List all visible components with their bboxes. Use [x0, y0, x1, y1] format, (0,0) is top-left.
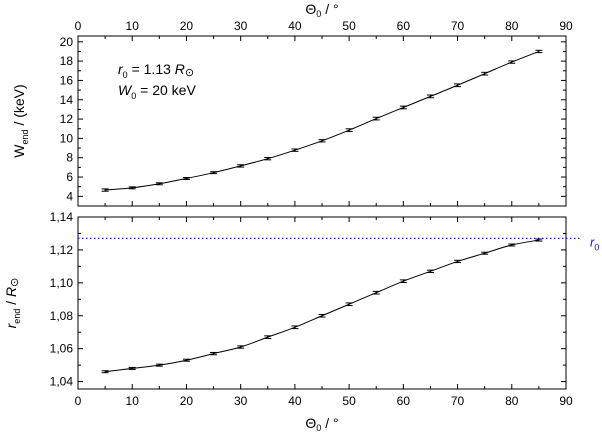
y-tick-label: 8: [66, 151, 73, 165]
bottom-panel-reference-line: r0: [78, 234, 599, 252]
error-bar: [101, 188, 109, 192]
error-bar: [345, 128, 353, 133]
error-bar: [535, 238, 543, 242]
error-bar: [508, 243, 516, 247]
bottom-panel-y-ticks: 1,04 1,06 1,08 1,10 1,12 1,14: [50, 210, 566, 389]
x-tick-label: 20: [180, 394, 194, 408]
error-bar: [101, 370, 109, 374]
error-bar: [210, 171, 218, 175]
error-bar: [264, 335, 272, 339]
error-bar: [182, 177, 190, 180]
top-panel: 0 10 20 30 40 50 60 70 80 90 4 6 8 10 12 14 16 18 20 r0 =…: [11, 1, 573, 207]
error-bar: [399, 279, 407, 284]
bottom-panel-series: [101, 238, 543, 374]
error-bar: [345, 302, 353, 307]
bottom-y-axis-title: rend / R⊙: [3, 278, 22, 329]
top-x-tick-label: 20: [180, 19, 194, 33]
error-bar: [291, 148, 299, 152]
x-tick-label: 80: [505, 394, 519, 408]
top-x-tick-label: 40: [288, 19, 302, 33]
top-x-tick-label: 50: [342, 19, 356, 33]
error-bar: [128, 186, 136, 190]
y-tick-label: 1,08: [50, 309, 74, 323]
error-bar: [399, 105, 407, 110]
y-tick-label: 1,14: [50, 210, 74, 224]
bottom-x-axis-title: Θ0 / °: [305, 415, 338, 433]
error-bar: [318, 313, 326, 318]
error-bar: [454, 259, 462, 264]
top-x-tick-label: 60: [397, 19, 411, 33]
error-bar: [182, 358, 190, 362]
y-tick-label: 10: [60, 131, 74, 145]
top-x-tick-label: 10: [126, 19, 140, 33]
x-tick-label: 10: [126, 394, 140, 408]
x-tick-label: 60: [397, 394, 411, 408]
y-tick-label: 16: [60, 73, 74, 87]
top-panel-y-ticks: 4 6 8 10 12 14 16 18 20: [60, 35, 566, 203]
error-bar: [291, 325, 299, 330]
x-tick-label: 30: [234, 394, 248, 408]
error-bar: [508, 60, 516, 64]
top-panel-annotations: r0 = 1.13 R⊙ W0 = 20 keV: [118, 61, 196, 101]
top-panel-series: [101, 49, 543, 192]
error-bar: [426, 269, 434, 273]
bottom-panel: 0 10 20 30 40 50 60 70 80 90 1,04 1,06 1,08 1,10 1,12…: [3, 210, 599, 433]
annotation-line: r0 = 1.13 R⊙: [118, 61, 194, 80]
x-tick-label: 0: [75, 394, 82, 408]
error-bar: [318, 139, 326, 143]
error-bar: [264, 157, 272, 161]
error-bar: [426, 94, 434, 99]
y-tick-label: 6: [66, 170, 73, 184]
reference-line-label: r0: [590, 234, 599, 252]
top-x-tick-label: 80: [505, 19, 519, 33]
top-x-tick-label: 30: [234, 19, 248, 33]
error-bar: [454, 83, 462, 88]
y-tick-label: 1,04: [50, 375, 74, 389]
top-x-tick-label: 90: [559, 19, 573, 33]
error-bar: [372, 290, 380, 295]
top-panel-top-x-ticks: 0 10 20 30 40 50 60 70 80 90: [75, 19, 573, 41]
error-bar: [128, 366, 136, 370]
y-tick-label: 1,06: [50, 342, 74, 356]
top-panel-bottom-x-ticks: [77, 201, 567, 206]
x-tick-label: 70: [451, 394, 465, 408]
y-tick-label: 20: [60, 35, 74, 49]
x-tick-label: 50: [342, 394, 356, 408]
top-y-axis-title: Wend / (keV): [11, 84, 30, 157]
top-x-axis-title: Θ0 / °: [305, 1, 338, 19]
y-tick-label: 1,12: [50, 243, 74, 257]
y-tick-label: 1,10: [50, 276, 74, 290]
error-bar: [535, 49, 543, 54]
x-tick-label: 40: [288, 394, 302, 408]
y-tick-label: 14: [60, 93, 74, 107]
error-bar: [372, 116, 380, 121]
error-bar: [155, 182, 163, 186]
bottom-panel-top-x-ticks: [77, 217, 567, 222]
y-tick-label: 18: [60, 54, 74, 68]
x-tick-label: 90: [559, 394, 573, 408]
error-bar: [237, 164, 245, 168]
error-bar: [155, 363, 163, 367]
error-bar: [481, 71, 489, 76]
error-bar: [210, 351, 218, 356]
error-bar: [237, 345, 245, 349]
error-bar: [481, 251, 489, 255]
top-x-tick-label: 70: [451, 19, 465, 33]
y-tick-label: 4: [66, 189, 73, 203]
top-x-tick-label: 0: [75, 19, 82, 33]
annotation-line: W0 = 20 keV: [118, 82, 196, 101]
bottom-panel-x-ticks: 0 10 20 30 40 50 60 70 80 90: [75, 384, 573, 408]
y-tick-label: 12: [60, 112, 74, 126]
